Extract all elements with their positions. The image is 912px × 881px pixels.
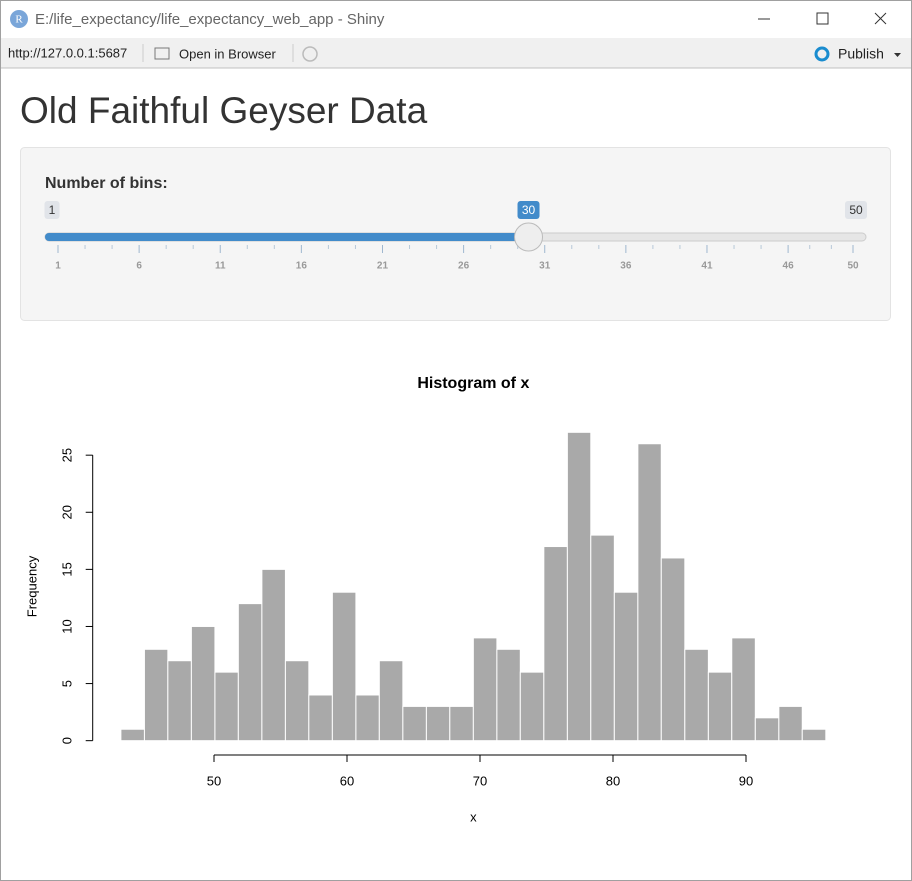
slider-min-label: 1 — [49, 203, 56, 217]
publish-button[interactable]: Publish — [838, 46, 884, 62]
slider-tick-label: 11 — [215, 261, 226, 272]
x-tick-label: 70 — [473, 773, 487, 788]
x-axis-label: x — [470, 809, 477, 824]
bar — [472, 637, 498, 742]
refresh-button[interactable] — [302, 46, 318, 62]
bar — [449, 705, 474, 742]
x-tick-label: 60 — [340, 773, 354, 788]
heading: Old Faithful Geyser Data — [20, 90, 428, 131]
publish-dropdown[interactable] — [894, 53, 901, 57]
y-tick-label: 15 — [59, 562, 74, 576]
bar — [731, 637, 756, 742]
y-tick-label: 10 — [59, 619, 74, 633]
bar — [684, 648, 709, 742]
app-icon-letter: R — [15, 14, 23, 26]
bar — [425, 705, 451, 742]
bar — [754, 717, 780, 742]
slider-value-label-box — [517, 201, 540, 219]
slider-tick-label: 6 — [136, 261, 142, 272]
bar — [120, 728, 145, 742]
y-tick-label: 20 — [59, 505, 74, 519]
close-button[interactable] — [874, 12, 887, 25]
slider-tick-label: 46 — [783, 261, 795, 272]
slider-fill — [45, 233, 529, 241]
bar — [355, 694, 380, 742]
bar — [308, 694, 333, 742]
x-tick-label: 90 — [739, 773, 753, 788]
slider-tick-label: 1 — [55, 261, 61, 272]
bar — [496, 648, 521, 742]
slider-tick-label: 26 — [458, 261, 470, 272]
slider-handle[interactable] — [514, 222, 544, 252]
url[interactable]: http://127.0.0.1:5687 — [8, 45, 127, 60]
window-title: E:/life_expectancy/life_expectancy_web_a… — [35, 11, 385, 28]
bar — [402, 705, 427, 742]
publish-icon — [814, 46, 830, 62]
y-tick-label: 25 — [59, 448, 74, 462]
open-icon — [154, 47, 170, 60]
x-tick-label: 50 — [207, 773, 221, 788]
bar — [237, 603, 263, 742]
bar — [778, 705, 803, 742]
slider-max-label: 50 — [849, 203, 863, 217]
chart-title: Histogram of x — [417, 375, 529, 392]
bar — [331, 591, 357, 742]
bar — [801, 728, 827, 742]
bar — [637, 443, 662, 742]
slider-min-label-box — [44, 201, 60, 219]
bar — [613, 591, 639, 742]
bar — [519, 671, 545, 742]
y-tick-label: 0 — [59, 737, 74, 744]
slider-max-label-box — [845, 201, 867, 219]
plot: Histogram of x x Frequency 50 60 70 80 90 0 5 10 15… — [24, 375, 827, 824]
slider-tick-label: 16 — [296, 261, 308, 272]
slider-tick-label: 41 — [701, 261, 713, 272]
bar — [284, 660, 310, 742]
bar — [214, 671, 239, 742]
y-axis-label: Frequency — [24, 555, 39, 617]
maximize-button[interactable] — [816, 12, 829, 25]
slider-tick-label: 31 — [539, 261, 551, 272]
slider-tick-label: 36 — [620, 261, 632, 272]
bar — [190, 625, 216, 742]
x-tick-label: 80 — [606, 773, 620, 788]
toolbar — [0, 38, 912, 68]
bar — [707, 671, 733, 742]
slider-tick-label: 50 — [847, 261, 859, 272]
app-icon — [10, 10, 28, 28]
bar — [378, 660, 404, 742]
bar — [543, 546, 568, 742]
slider-value-label: 30 — [522, 203, 536, 217]
bar — [167, 660, 192, 742]
bar — [660, 557, 686, 742]
bar — [143, 648, 169, 742]
bar — [566, 431, 592, 742]
slider-label: Number of bins: — [45, 175, 168, 192]
y-tick-label: 5 — [59, 680, 74, 687]
slider-tick-label: 21 — [377, 261, 389, 272]
bar — [261, 568, 286, 742]
open-in-browser[interactable]: Open in Browser — [179, 46, 276, 61]
bar — [590, 534, 615, 742]
